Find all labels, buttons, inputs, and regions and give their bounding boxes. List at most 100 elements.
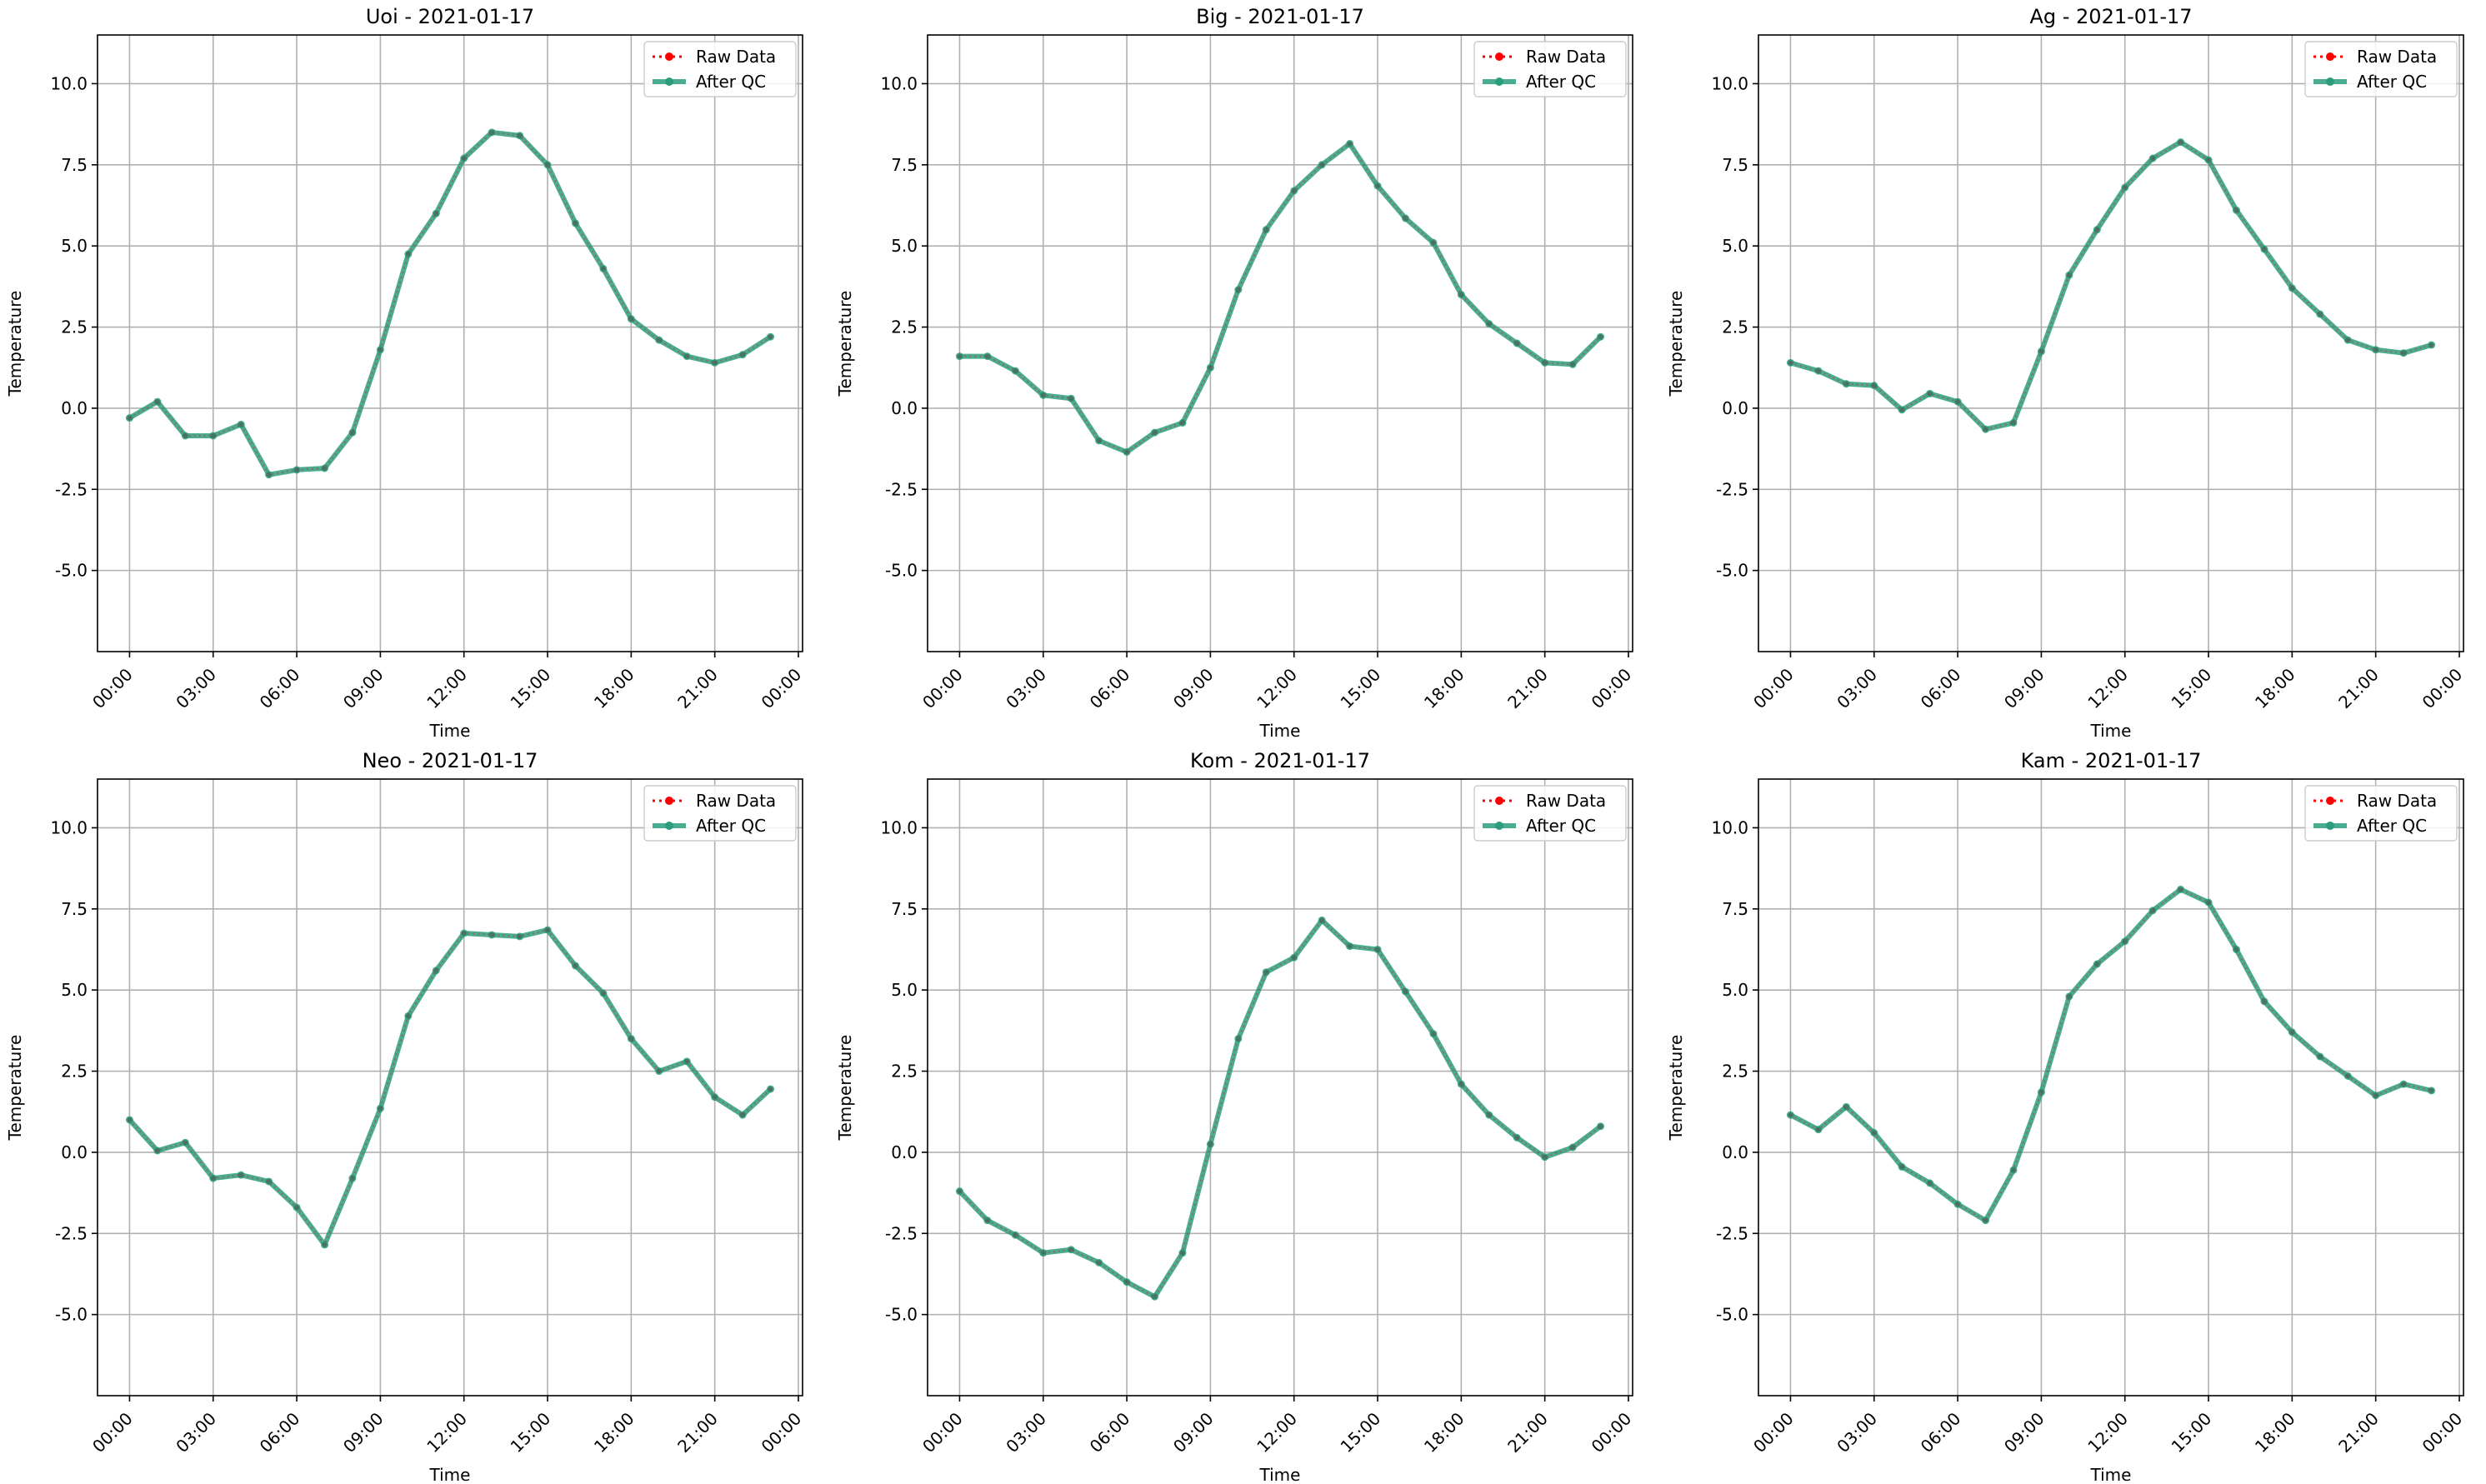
x-tick-label: 21:00: [2334, 664, 2383, 712]
raw-data-point: [266, 1178, 272, 1184]
raw-data-point: [628, 1036, 634, 1042]
raw-data-point: [1152, 1294, 1158, 1300]
legend: Raw Data After QC: [643, 785, 797, 842]
raw-data-point: [712, 360, 718, 366]
x-tick-label: 12:00: [2083, 664, 2132, 712]
series-after-qc: [1786, 138, 2436, 433]
x-tick-label: 18:00: [2251, 664, 2299, 712]
y-tick-label: -2.5: [1716, 479, 1748, 499]
raw-data-point: [1208, 365, 1213, 371]
raw-data-point: [210, 433, 216, 438]
legend-raw-marker: [1495, 797, 1503, 805]
legend-raw-marker: [1495, 52, 1503, 61]
legend-qc-label: After QC: [696, 816, 766, 836]
y-tick-label: -2.5: [55, 1223, 88, 1243]
raw-data-point: [1570, 1145, 1576, 1151]
raw-data-point: [1040, 392, 1046, 398]
after-qc-line: [957, 917, 1603, 1300]
raw-data-point: [684, 1058, 690, 1064]
y-tick-label: -2.5: [55, 479, 88, 499]
raw-data-point: [1927, 391, 1933, 397]
raw-data-point: [1403, 989, 1408, 995]
legend: Raw Data After QC: [1473, 41, 1627, 97]
raw-data-point: [1152, 430, 1158, 436]
raw-data-point: [768, 1086, 773, 1092]
raw-data-line: [958, 918, 1602, 1298]
series-after-qc: [1786, 885, 2436, 1225]
raw-data-point: [1843, 1104, 1849, 1110]
chart-panel-5: 00:00 03:00 06:00 09:00 12:00 15:00 18:00 21:00…: [835, 749, 1635, 1484]
raw-data-point: [1815, 368, 1821, 374]
raw-data-point: [740, 352, 746, 357]
y-tick-label: 2.5: [891, 317, 918, 337]
y-tick-label: -5.0: [1716, 561, 1748, 581]
y-axis-label: Temperature: [5, 1035, 25, 1142]
raw-data-point: [573, 220, 578, 226]
legend-raw-label: Raw Data: [1526, 791, 1606, 811]
x-tick-label: 00:00: [88, 664, 137, 712]
raw-data-point: [957, 1188, 963, 1194]
axes-frame: [927, 34, 1633, 652]
x-tick-label: 18:00: [590, 1408, 638, 1457]
x-tick-label: 00:00: [918, 664, 967, 712]
raw-data-point: [984, 353, 990, 359]
x-tick-label: 18:00: [1420, 1408, 1468, 1457]
x-tick-label: 18:00: [1420, 664, 1468, 712]
y-tick-label: 0.0: [891, 398, 918, 418]
x-tick-label: 15:00: [507, 1408, 555, 1457]
raw-data-point: [1291, 187, 1297, 193]
y-tick-label: -5.0: [885, 561, 918, 581]
y-tick-label: -5.0: [1716, 1305, 1748, 1325]
after-qc-line: [127, 927, 773, 1247]
y-tick-label: 7.5: [891, 899, 918, 919]
y-tick-label: -5.0: [885, 1305, 918, 1325]
x-tick-label: 15:00: [1337, 664, 1385, 712]
legend: Raw Data After QC: [2304, 41, 2458, 97]
y-tick-label: 0.0: [61, 1142, 88, 1162]
legend-qc-label: After QC: [2357, 72, 2427, 92]
chart-title: Ag - 2021-01-17: [2029, 5, 2192, 28]
x-axis-label: Time: [2090, 721, 2132, 741]
y-tick-label: -2.5: [885, 1223, 918, 1243]
chart-panel-2: 00:00 03:00 06:00 09:00 12:00 15:00 18:00 21:00…: [835, 5, 1635, 741]
raw-data-point: [2428, 342, 2434, 347]
raw-data-point: [238, 1172, 244, 1178]
raw-data-point: [1598, 1123, 1603, 1129]
raw-data-point: [1955, 399, 1961, 405]
x-tick-label: 06:00: [1086, 1408, 1134, 1457]
x-tick-label: 18:00: [590, 664, 638, 712]
y-axis-label: Temperature: [5, 291, 25, 397]
x-tick-label: 21:00: [2334, 1408, 2383, 1457]
y-tick-label: 5.0: [1722, 980, 1748, 1000]
raw-data-point: [1598, 334, 1603, 340]
after-qc-line: [127, 129, 773, 477]
raw-data-point: [405, 1013, 411, 1019]
raw-data-point: [1375, 183, 1381, 189]
raw-data-point: [2094, 227, 2100, 232]
raw-data-point: [1458, 1082, 1464, 1087]
raw-data-line: [1789, 888, 2432, 1222]
raw-data-point: [984, 1217, 990, 1223]
legend: Raw Data After QC: [643, 41, 797, 97]
raw-data-point: [2401, 1082, 2407, 1087]
x-tick-label: 18:00: [2251, 1408, 2299, 1457]
raw-data-point: [1542, 360, 1548, 366]
raw-data-point: [1899, 1164, 1905, 1170]
y-axis-label: Temperature: [835, 1035, 855, 1142]
x-axis-label: Time: [429, 721, 471, 741]
raw-data-point: [2122, 185, 2128, 191]
raw-data-point: [266, 472, 272, 477]
x-axis-label: Time: [1259, 1465, 1301, 1484]
raw-data-point: [1542, 1154, 1548, 1160]
raw-data-point: [1430, 240, 1436, 246]
raw-data-point: [378, 1106, 383, 1112]
raw-data-point: [1013, 368, 1018, 374]
raw-data-point: [2066, 272, 2072, 278]
raw-data-point: [2094, 962, 2100, 967]
y-tick-label: 5.0: [891, 980, 918, 1000]
legend: Raw Data After QC: [1473, 785, 1627, 842]
raw-data-point: [127, 1117, 133, 1122]
raw-data-point: [294, 1205, 300, 1211]
raw-data-point: [1486, 321, 1492, 327]
